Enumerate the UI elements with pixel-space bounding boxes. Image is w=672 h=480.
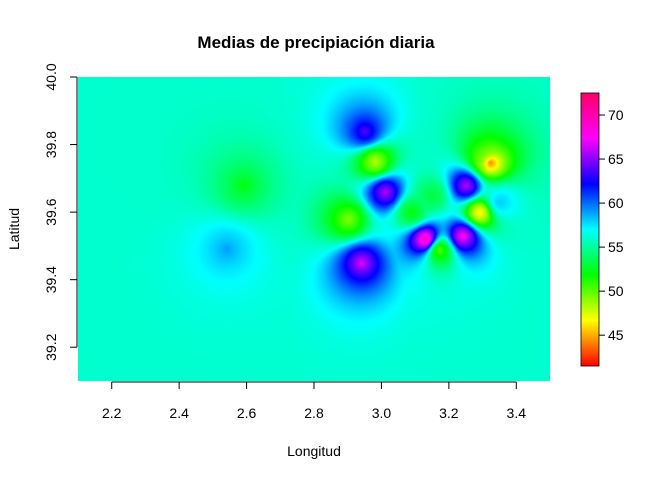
x-tick-label: 2.4 <box>169 405 189 421</box>
y-axis: 39.2 39.4 39.6 39.8 40.0 <box>43 63 78 361</box>
y-tick-label: 39.4 <box>43 266 59 293</box>
colorbar-tick-label: 50 <box>608 283 624 299</box>
y-tick-label: 39.6 <box>43 198 59 225</box>
colorbar-tick-label: 70 <box>608 107 624 123</box>
x-tick-label: 3.2 <box>439 405 459 421</box>
y-tick-label: 39.8 <box>43 131 59 158</box>
colorbar-tick-label: 45 <box>608 327 624 343</box>
colorbar-tick-label: 65 <box>608 151 624 167</box>
x-tick-label: 3.0 <box>372 405 392 421</box>
x-axis: 2.2 2.4 2.6 2.8 3.0 3.2 3.4 <box>102 381 527 421</box>
heatmap-canvas <box>78 77 550 381</box>
colorbar: 45 50 55 60 65 70 <box>580 92 624 367</box>
x-tick-label: 2.8 <box>304 405 324 421</box>
y-tick-label: 40.0 <box>43 63 59 90</box>
colorbar-ticks: 45 50 55 60 65 70 <box>599 107 624 343</box>
x-tick-label: 2.6 <box>237 405 257 421</box>
x-tick-label: 3.4 <box>507 405 527 421</box>
heatmap-area <box>78 77 550 381</box>
y-tick-label: 39.2 <box>43 333 59 360</box>
x-tick-label: 2.2 <box>102 405 122 421</box>
colorbar-tick-label: 55 <box>608 239 624 255</box>
y-axis-label: Latitud <box>6 208 22 250</box>
chart-title: Medias de precipiación diaria <box>197 33 435 52</box>
x-axis-label: Longitud <box>287 443 341 459</box>
colorbar-gradient <box>580 92 600 367</box>
colorbar-tick-label: 60 <box>608 195 624 211</box>
